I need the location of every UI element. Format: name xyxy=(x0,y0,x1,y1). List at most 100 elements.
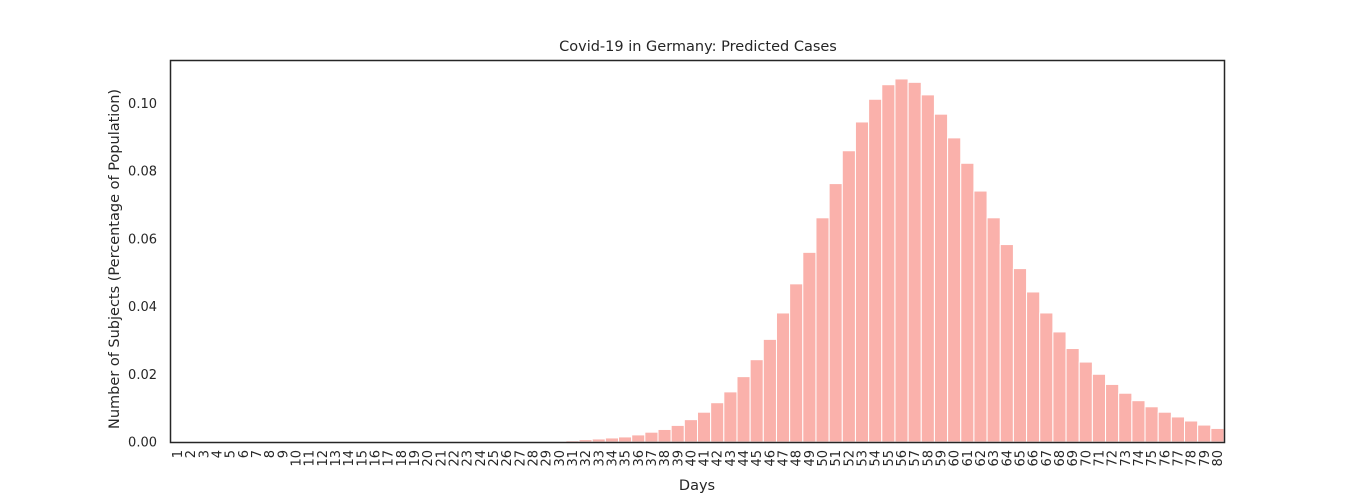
x-tick-label: 15 xyxy=(355,450,370,467)
x-axis-label: Days xyxy=(679,478,715,494)
y-tick-label: 0.08 xyxy=(128,165,157,180)
bar-day-39 xyxy=(670,424,685,443)
bar-day-66 xyxy=(1026,291,1041,443)
x-tick-label: 67 xyxy=(1040,450,1055,467)
bar-day-36 xyxy=(631,434,646,443)
bar-day-32 xyxy=(578,439,593,443)
x-tick-label: 8 xyxy=(263,450,278,458)
x-tick-label: 24 xyxy=(474,450,489,467)
bar-day-53 xyxy=(854,121,870,443)
x-tick-label: 9 xyxy=(276,450,291,458)
x-tick-label: 51 xyxy=(829,450,844,467)
bar-day-58 xyxy=(920,94,935,443)
x-tick-label: 42 xyxy=(711,450,726,467)
bar-day-56 xyxy=(894,78,909,443)
x-tick-label: 45 xyxy=(750,450,765,467)
bar-day-69 xyxy=(1065,348,1080,443)
bar-day-59 xyxy=(933,113,949,443)
x-tick-label: 75 xyxy=(1145,450,1160,467)
bar-day-44 xyxy=(736,376,751,443)
x-tick-label: 79 xyxy=(1198,450,1213,467)
x-tick-label: 34 xyxy=(605,450,620,467)
x-tick-label: 66 xyxy=(1027,450,1042,467)
x-tick-label: 57 xyxy=(908,450,923,467)
x-tick-label: 31 xyxy=(566,450,581,467)
x-tick-label: 6 xyxy=(237,450,252,458)
bar-day-51 xyxy=(828,183,843,443)
x-tick-label: 60 xyxy=(948,450,963,467)
x-tick-label: 64 xyxy=(1000,450,1015,467)
x-tick-label: 7 xyxy=(250,450,265,458)
x-tick-label: 13 xyxy=(329,450,344,467)
x-tick-label: 19 xyxy=(408,450,423,467)
x-tick-label: 26 xyxy=(500,450,515,467)
bar-day-33 xyxy=(591,438,606,443)
x-tick-label: 43 xyxy=(724,450,739,467)
x-tick-label: 1 xyxy=(171,450,186,458)
x-tick-label: 73 xyxy=(1119,450,1134,467)
x-tick-label: 28 xyxy=(526,450,541,467)
x-tick-label: 49 xyxy=(803,450,818,467)
bar-day-73 xyxy=(1118,392,1133,443)
x-tick-label: 62 xyxy=(974,450,989,467)
bar-day-63 xyxy=(986,217,1001,443)
y-tick-label: 0.06 xyxy=(128,232,157,247)
bar-day-74 xyxy=(1131,400,1146,443)
plot-frame xyxy=(169,59,1226,444)
x-tick-label: 52 xyxy=(842,450,857,467)
y-tick-labels: 0.00 0.02 0.04 0.06 0.08 0.10 xyxy=(128,97,157,451)
bar-day-71 xyxy=(1091,373,1107,443)
bar-day-43 xyxy=(723,391,738,443)
bar-day-50 xyxy=(815,217,830,443)
bar-day-48 xyxy=(789,283,804,443)
x-tick-label: 2 xyxy=(184,450,199,458)
x-tick-label: 61 xyxy=(961,450,976,467)
x-tick-label: 38 xyxy=(658,450,673,467)
bar-day-68 xyxy=(1052,331,1067,443)
bar-day-37 xyxy=(644,431,659,443)
x-tick-label: 21 xyxy=(434,450,449,467)
x-tick-label: 48 xyxy=(790,450,805,467)
x-tick-label: 16 xyxy=(369,450,384,467)
bar-day-52 xyxy=(841,150,856,443)
x-tick-label: 30 xyxy=(553,450,568,467)
x-tick-label: 29 xyxy=(540,450,555,467)
bar-day-75 xyxy=(1144,406,1159,443)
x-tick-label: 56 xyxy=(895,450,910,467)
x-tick-label: 74 xyxy=(1132,450,1147,467)
x-tick-label: 68 xyxy=(1053,450,1068,467)
x-tick-label: 23 xyxy=(461,450,476,467)
y-tick-label: 0.04 xyxy=(128,300,157,315)
bar-day-77 xyxy=(1170,416,1186,443)
x-tick-label: 47 xyxy=(777,450,792,467)
x-tick-label: 12 xyxy=(316,450,331,467)
x-tick-label: 14 xyxy=(342,450,357,467)
x-tick-labels: 1234567891011121314151617181920212223242… xyxy=(171,450,1226,467)
bar-day-62 xyxy=(973,190,988,443)
x-tick-label: 10 xyxy=(290,450,305,467)
x-tick-label: 70 xyxy=(1079,450,1094,467)
bar-day-80 xyxy=(1210,427,1225,443)
x-tick-label: 25 xyxy=(487,450,502,467)
x-tick-label: 4 xyxy=(211,450,226,458)
bar-day-70 xyxy=(1078,361,1093,443)
bar-day-55 xyxy=(881,84,896,443)
x-tick-label: 32 xyxy=(579,450,594,467)
bar-day-76 xyxy=(1157,411,1172,443)
bar-day-54 xyxy=(868,98,883,443)
y-tick-label: 0.00 xyxy=(128,436,157,451)
x-tick-label: 55 xyxy=(882,450,897,467)
bar-day-40 xyxy=(683,419,699,443)
bar-day-38 xyxy=(657,428,672,443)
x-tick-label: 35 xyxy=(619,450,634,467)
x-tick-label: 17 xyxy=(382,450,397,467)
x-tick-label: 53 xyxy=(856,450,871,467)
x-tick-label: 50 xyxy=(816,450,831,467)
x-tick-label: 44 xyxy=(737,450,752,467)
x-tick-label: 80 xyxy=(1211,450,1226,467)
x-tick-label: 39 xyxy=(671,450,686,467)
bars-group xyxy=(539,78,1225,443)
x-tick-label: 36 xyxy=(632,450,647,467)
bar-day-47 xyxy=(775,312,791,443)
